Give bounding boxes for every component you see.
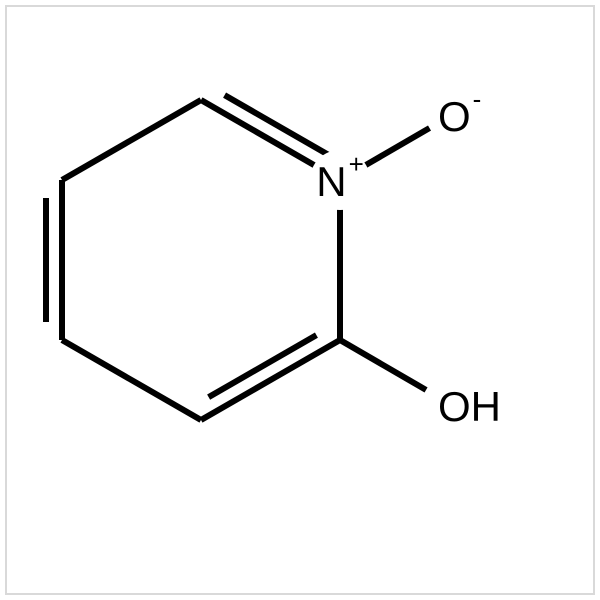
charge-O_minus: - — [473, 84, 482, 114]
bond-C5-C6 — [62, 100, 201, 180]
atom-label-O_minus: O- — [438, 84, 481, 140]
bond-C3-C4 — [62, 340, 201, 420]
image-border — [6, 6, 594, 594]
molecule-diagram: N+O-OH — [0, 0, 600, 600]
charge-N: + — [349, 149, 364, 179]
atom-label-O_hydroxyl: OH — [438, 383, 501, 430]
bond-C2-C3 — [201, 340, 340, 420]
bond-N-O_minus — [362, 128, 429, 167]
bond-C2-O_hydroxyl — [340, 340, 426, 390]
